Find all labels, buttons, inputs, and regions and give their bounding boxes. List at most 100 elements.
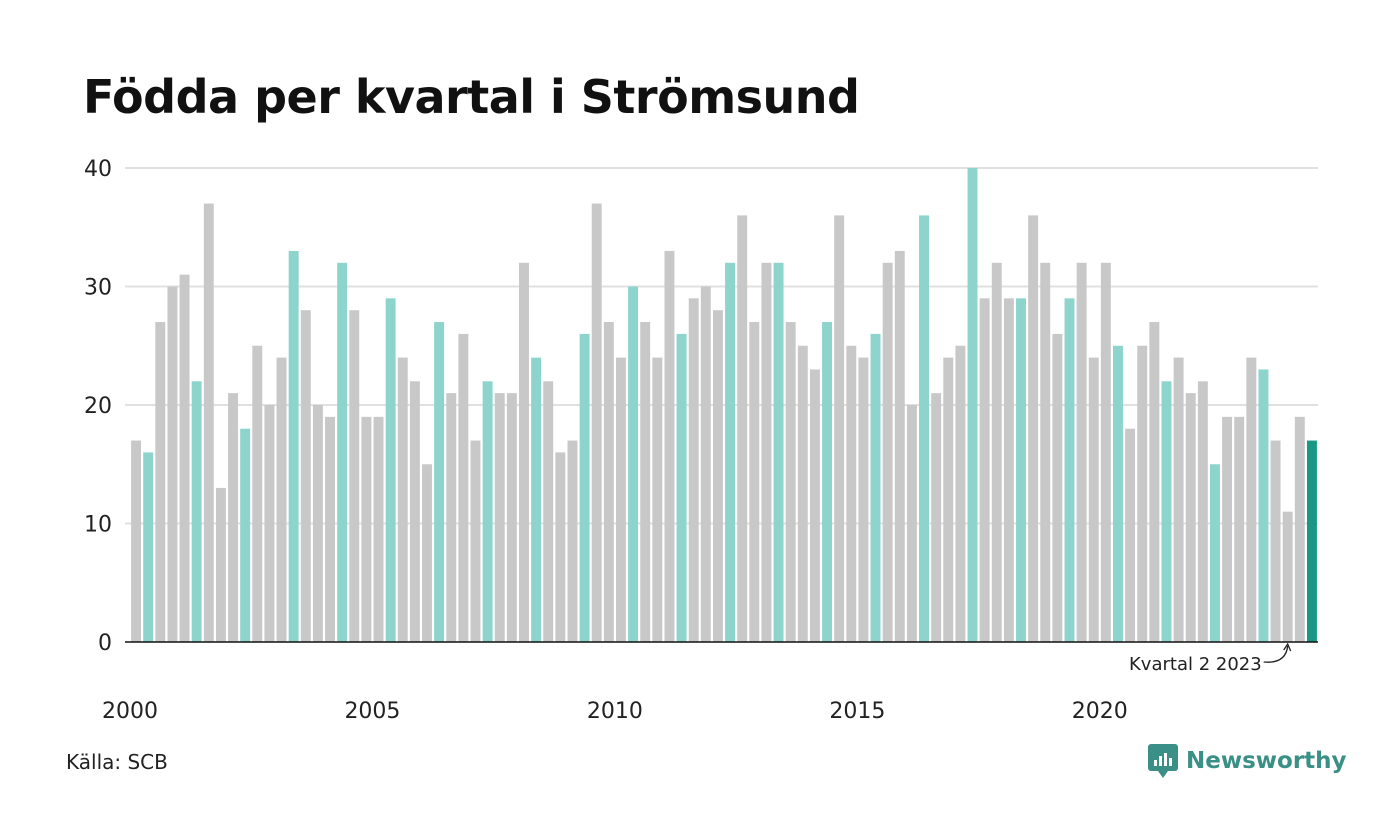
x-tick-label: 2000 [102,699,158,724]
bar [446,393,457,642]
y-tick-label: 10 [84,513,112,538]
bar [1149,322,1160,642]
chart-title: Födda per kvartal i Strömsund [83,70,860,124]
bar [652,357,663,642]
bar [1076,262,1087,642]
bar [1161,381,1172,642]
newsworthy-logo: Newsworthy [1148,744,1347,778]
bar [761,262,772,642]
bar [846,345,857,642]
bar [870,333,881,642]
bar [700,286,711,642]
brand-name: Newsworthy [1186,748,1347,774]
bar [1246,357,1257,642]
bar [1258,369,1269,642]
bar [615,357,626,642]
bar [434,322,445,642]
y-tick-label: 40 [84,157,112,182]
bar [288,250,299,642]
bar [1209,464,1220,642]
bar [422,464,432,642]
x-tick-label: 2015 [829,699,885,724]
bar [967,168,978,642]
bar [361,416,372,642]
bar [822,322,833,642]
bar [191,381,202,642]
bar [300,310,311,642]
bar [919,215,929,642]
bar [579,333,590,642]
bar [1100,262,1111,642]
bar [458,333,469,642]
bar [1185,393,1196,642]
bar [131,440,142,642]
x-tick-label: 2010 [587,699,643,724]
bar [143,452,154,642]
bar [749,322,760,642]
bar [167,286,178,642]
bar [785,322,796,642]
bar [506,393,517,642]
bar [712,310,723,642]
bar [858,357,869,642]
bar [1234,416,1245,642]
bar [809,369,820,642]
bar [203,203,214,643]
bar [1173,357,1184,642]
bar [373,416,384,642]
bar [543,381,554,642]
bar [252,345,263,642]
bar [1306,440,1317,642]
bar [337,262,348,642]
bar [1197,381,1208,642]
bar [385,298,396,642]
bar [1064,298,1075,642]
bar [906,405,917,642]
bar [955,345,966,642]
bar [215,487,226,642]
bar [1113,345,1123,642]
bar [1222,416,1233,642]
bar [264,405,275,642]
bar [1294,416,1305,642]
bar [725,262,736,642]
bar [409,381,420,642]
bar [603,322,614,642]
bar [882,262,893,642]
bar [979,298,990,642]
bar [628,286,639,642]
bar [1040,262,1051,642]
bar [349,310,360,642]
y-tick-label: 20 [84,394,112,419]
bar [494,393,505,642]
births-bar-chart: 0 10 20 30 40 2000 2005 2010 2015 2020 Kvartal 2 2… [84,157,1318,724]
bar [943,357,954,642]
y-tick-label: 30 [84,276,112,301]
bar [470,440,481,642]
bar [640,322,651,642]
bar [531,357,542,642]
bar [179,274,190,642]
bar [1137,345,1148,642]
bar [991,262,1002,642]
bar [482,381,493,642]
bar [397,357,408,642]
bar [773,262,784,642]
bar [737,215,748,642]
bar [591,203,602,643]
bar [1282,511,1293,642]
bar [797,345,808,642]
annotation-label: Kvartal 2 2023 [1129,654,1262,675]
bar [664,250,675,642]
bar [1028,215,1039,642]
bar [676,333,687,642]
bar [834,215,845,642]
bar [894,250,905,642]
bar [276,357,287,642]
bar [567,440,578,642]
y-tick-label: 0 [98,631,112,656]
bar [228,393,239,642]
bar [519,262,529,642]
bar [240,428,251,642]
bar [1270,440,1281,642]
